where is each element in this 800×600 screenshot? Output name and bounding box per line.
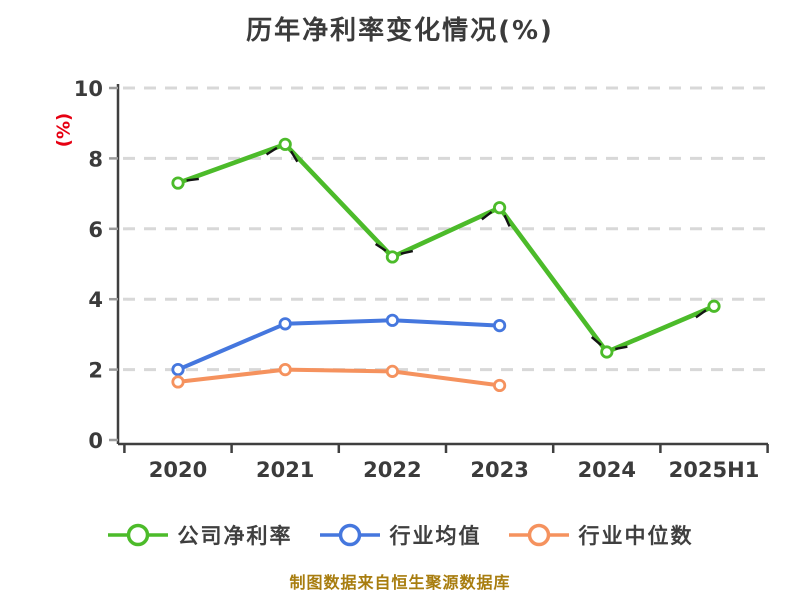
legend-circle xyxy=(338,523,361,547)
series-1-marker-3 xyxy=(492,318,507,333)
legend-label-company-net-margin: 公司净利率 xyxy=(177,524,293,548)
legend-label-industry-mean: 行业均值 xyxy=(389,524,482,548)
series-0-marker-4 xyxy=(600,345,614,359)
series-0-marker-3 xyxy=(492,201,507,215)
y-tick-label-4: 4 xyxy=(88,288,103,312)
sketch-dash xyxy=(590,336,602,346)
sketch-dash xyxy=(374,242,387,252)
series-line-2 xyxy=(176,367,502,388)
y-tick-label-2: 2 xyxy=(88,359,103,383)
series-1-marker-2 xyxy=(385,313,399,327)
series-1-marker-1 xyxy=(278,317,292,331)
y-tick-label-8: 8 xyxy=(88,147,103,171)
legend-line-marker-icon xyxy=(508,523,569,547)
series-line-0 xyxy=(175,142,717,355)
legend-label-industry-median: 行业中位数 xyxy=(578,524,694,548)
sketch-dash xyxy=(400,249,414,255)
legend-line-marker-icon xyxy=(319,523,380,547)
y-tick-label-6: 6 xyxy=(88,218,103,242)
legend-circle xyxy=(527,523,550,547)
legend-item-industry-median: 行业中位数 xyxy=(508,520,694,550)
x-tick-label-2023: 2023 xyxy=(470,458,528,482)
x-tick-label-2021: 2021 xyxy=(256,458,314,482)
sketch-dash xyxy=(186,177,199,182)
legend-circle xyxy=(126,523,149,547)
legend-item-company-net-margin: 公司净利率 xyxy=(107,520,293,550)
data-source-note: 制图数据来自恒生聚源数据库 xyxy=(289,573,511,592)
series-0-marker-1 xyxy=(278,137,292,151)
x-tick-label-2025H1: 2025H1 xyxy=(669,458,760,482)
sketch-dash xyxy=(290,150,299,163)
series-0-marker-0 xyxy=(171,176,185,190)
series-2-marker-3 xyxy=(492,378,507,393)
sketch-dash xyxy=(615,345,628,351)
legend-item-industry-mean: 行业均值 xyxy=(319,520,482,550)
series-2-marker-0 xyxy=(171,375,185,389)
chart-title: 历年净利率变化情况(%) xyxy=(246,16,554,46)
legend: 公司净利率 行业均值 行业中位数 xyxy=(0,520,800,550)
series-1-marker-0 xyxy=(171,362,185,377)
series-line-1 xyxy=(176,318,502,372)
x-tick-label-2024: 2024 xyxy=(578,458,636,482)
sketch-dash xyxy=(265,146,278,156)
y-tick-label-0: 0 xyxy=(88,429,103,453)
y-tick-label-10: 10 xyxy=(74,77,103,101)
series-2-marker-2 xyxy=(385,364,399,378)
sketch-dash xyxy=(695,309,707,319)
series-0-marker-2 xyxy=(385,250,399,264)
series-0-marker-5 xyxy=(707,299,721,313)
x-tick-label-2020: 2020 xyxy=(149,458,207,482)
sketch-dash xyxy=(503,214,511,227)
series-2-marker-1 xyxy=(278,362,292,377)
sketch-dash xyxy=(481,210,493,221)
x-tick-label-2022: 2022 xyxy=(363,458,421,482)
legend-line-marker-icon xyxy=(107,523,168,547)
